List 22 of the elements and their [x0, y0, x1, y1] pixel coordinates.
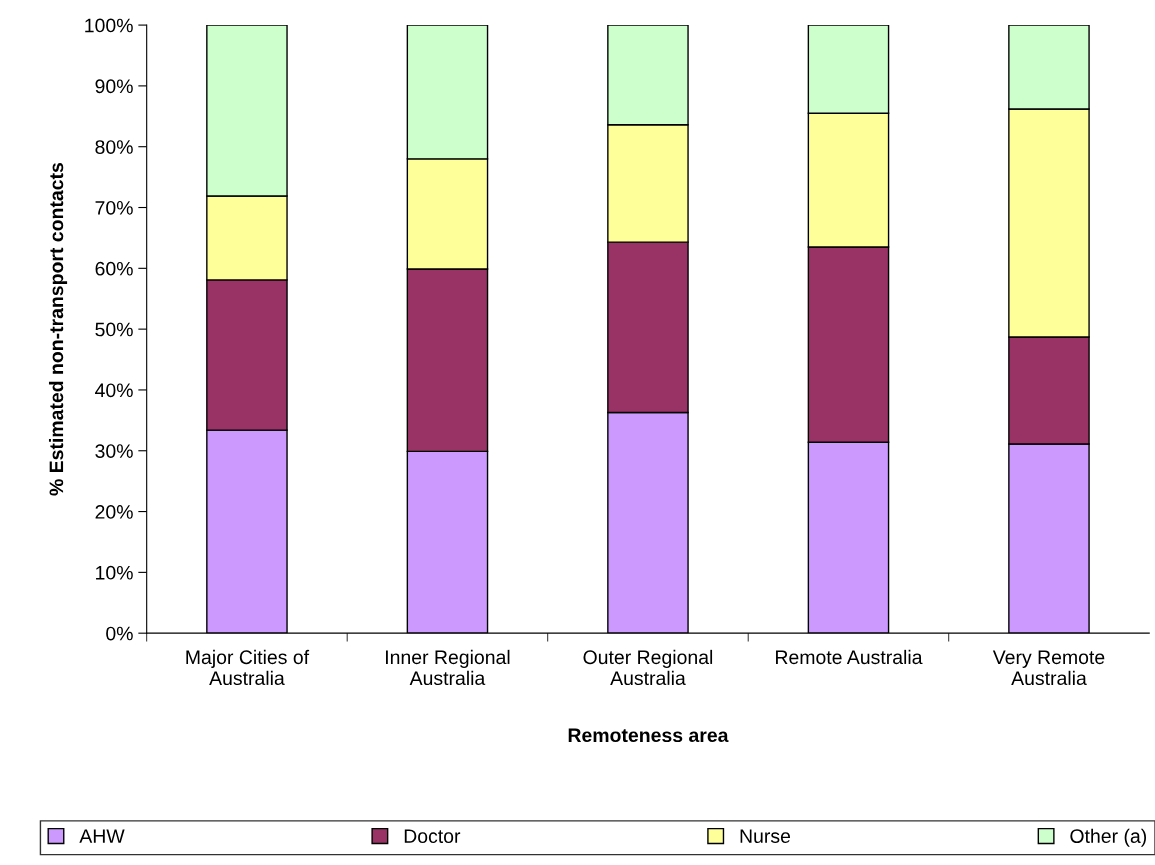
- legend-label: AHW: [79, 829, 125, 843]
- legend-label: Nurse: [740, 829, 791, 843]
- y-tick-label: 50%: [95, 322, 133, 337]
- y-tick-label: 90%: [95, 79, 133, 94]
- y-tick-label: 60%: [95, 261, 133, 276]
- legend-label: Other (a): [1070, 828, 1147, 847]
- legend-label: Doctor: [404, 829, 461, 843]
- y-tick-label: 0%: [106, 626, 133, 641]
- y-tick-label: 20%: [95, 505, 133, 519]
- y-tick-label: 40%: [95, 383, 133, 398]
- x-axis-title: Remoteness area: [568, 728, 729, 743]
- x-tick-label: Remote Australia: [776, 649, 923, 665]
- y-tick-label: 70%: [95, 200, 133, 215]
- y-axis-title: % Estimated non-transport contacts: [48, 163, 68, 496]
- x-tick-label: Outer Regional Australia: [583, 649, 713, 686]
- x-tick-label: Inner Regional Australia: [386, 649, 510, 686]
- y-tick-label: 30%: [95, 444, 133, 458]
- x-tick-label: Major Cities of Australia: [186, 649, 310, 686]
- y-tick-label: 80%: [95, 140, 133, 154]
- x-tick-label: Very Remote Australia: [992, 650, 1105, 686]
- y-tick-label: 100%: [85, 18, 133, 33]
- y-tick-label: 10%: [96, 565, 133, 580]
